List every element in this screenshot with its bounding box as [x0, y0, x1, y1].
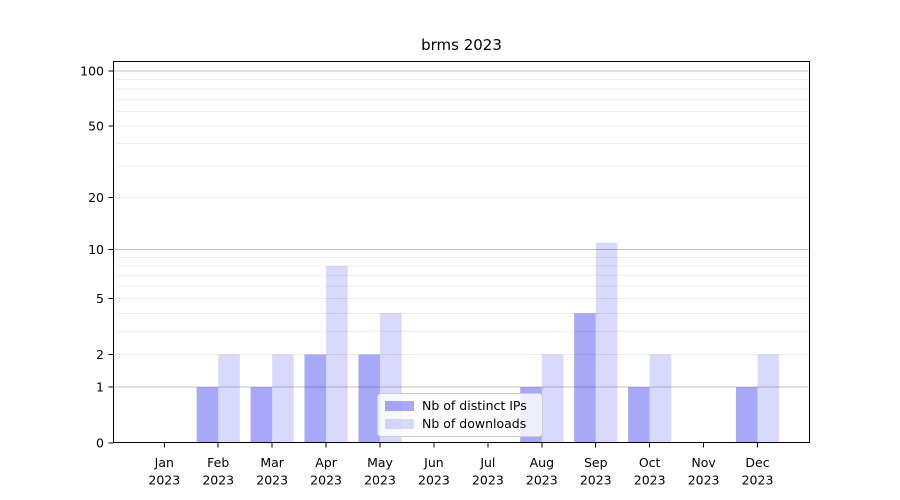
x-tick-label: Sep 2023	[580, 455, 612, 488]
x-tick-label: Aug 2023	[526, 455, 558, 488]
legend-swatch-downloads-icon	[385, 419, 414, 430]
bar-downloads	[218, 354, 240, 443]
x-tick-label: Jul 2023	[472, 455, 504, 488]
x-tick-label: May 2023	[364, 455, 396, 488]
x-tick-label: Feb 2023	[202, 455, 234, 488]
legend-item-downloads: Nb of downloads	[385, 417, 534, 433]
chart-title: brms 2023	[421, 36, 502, 54]
x-tick-label: Apr 2023	[310, 455, 342, 488]
bar-ips	[250, 387, 273, 443]
x-tick-label: Nov 2023	[688, 455, 720, 488]
legend-item-ips: Nb of distinct IPs	[385, 398, 534, 414]
legend: Nb of distinct IPs Nb of downloads	[377, 393, 543, 437]
legend-swatch-ips-icon	[385, 400, 414, 411]
bar-downloads	[757, 354, 780, 443]
bar-ips	[196, 387, 219, 443]
y-tick-label: 100	[80, 63, 104, 78]
bar-downloads	[541, 354, 564, 443]
x-tick-label: Oct 2023	[634, 455, 666, 488]
bar-ips	[628, 387, 650, 443]
y-tick-label: 0	[96, 435, 104, 450]
bar-ips	[358, 354, 381, 443]
bar-downloads	[272, 354, 294, 443]
bar-ips	[304, 354, 327, 443]
y-tick-label: 1	[96, 379, 104, 394]
y-tick-label: 10	[88, 242, 104, 257]
x-tick-label: Jan 2023	[148, 455, 180, 488]
bar-ips	[735, 387, 758, 443]
bar-downloads	[595, 242, 618, 443]
x-tick-label: Mar 2023	[256, 455, 288, 488]
y-tick-label: 5	[96, 291, 104, 306]
y-tick-label: 20	[88, 190, 104, 205]
plot-border	[112, 60, 811, 444]
bar-ips	[574, 313, 596, 443]
legend-label-ips: Nb of distinct IPs	[422, 397, 527, 413]
legend-label-downloads: Nb of downloads	[422, 416, 527, 431]
bar-downloads	[649, 354, 672, 443]
y-tick-label: 2	[96, 347, 104, 362]
y-tick-label: 50	[88, 118, 104, 133]
x-tick-label: Jun 2023	[418, 455, 450, 488]
bar-downloads	[326, 265, 348, 443]
x-tick-label: Dec 2023	[742, 455, 774, 488]
